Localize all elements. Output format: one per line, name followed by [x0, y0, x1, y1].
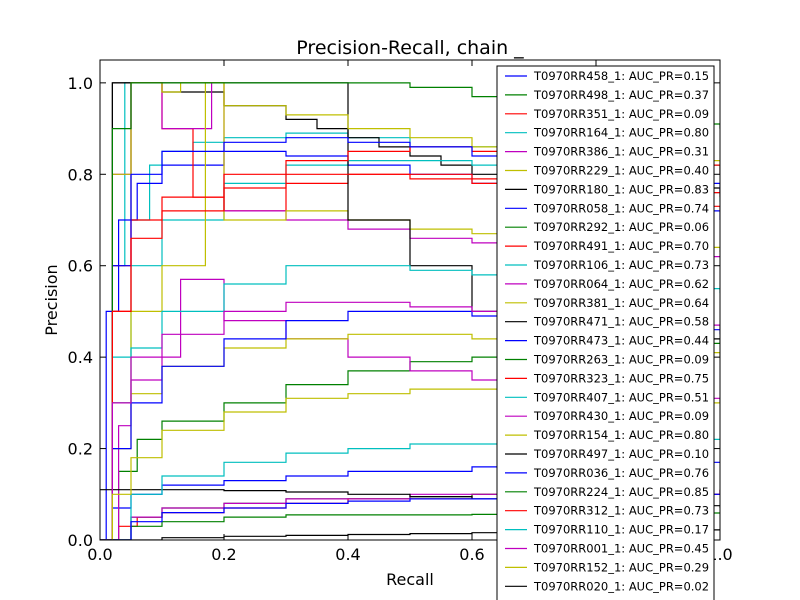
legend-entry-12: T0970RR381_1: AUC_PR=0.64 — [533, 296, 709, 310]
legend-entry-8: T0970RR292_1: AUC_PR=0.06 — [533, 220, 709, 234]
legend-entry-4: T0970RR386_1: AUC_PR=0.31 — [533, 145, 709, 159]
legend-entry-9: T0970RR491_1: AUC_PR=0.70 — [533, 239, 709, 253]
legend-entry-0: T0970RR458_1: AUC_PR=0.15 — [533, 69, 709, 83]
x-tick-label-3: 0.6 — [459, 545, 484, 564]
y-tick-label-0: 0.0 — [68, 531, 93, 550]
axes-frame — [99, 59, 721, 541]
x-tick-label-0: 0.0 — [87, 545, 112, 564]
y-tick-label-2: 0.4 — [68, 348, 93, 367]
legend-box — [496, 65, 715, 600]
legend-entry-20: T0970RR497_1: AUC_PR=0.10 — [533, 447, 709, 461]
legend-entry-16: T0970RR323_1: AUC_PR=0.75 — [533, 371, 709, 385]
legend-entry-19: T0970RR154_1: AUC_PR=0.80 — [533, 428, 709, 442]
legend-entry-6: T0970RR180_1: AUC_PR=0.83 — [533, 182, 709, 196]
legend-entry-7: T0970RR058_1: AUC_PR=0.74 — [533, 201, 709, 215]
y-tick-label-5: 1.0 — [68, 74, 93, 93]
legend-entry-14: T0970RR473_1: AUC_PR=0.44 — [533, 334, 709, 348]
legend-entry-5: T0970RR229_1: AUC_PR=0.40 — [533, 164, 709, 178]
legend-entry-23: T0970RR312_1: AUC_PR=0.73 — [533, 504, 709, 518]
legend-entry-10: T0970RR106_1: AUC_PR=0.73 — [533, 258, 709, 272]
legend-entry-2: T0970RR351_1: AUC_PR=0.09 — [533, 107, 709, 121]
legend-entry-25: T0970RR001_1: AUC_PR=0.45 — [533, 542, 709, 556]
legend-entry-17: T0970RR407_1: AUC_PR=0.51 — [533, 390, 709, 404]
legend-entry-3: T0970RR164_1: AUC_PR=0.80 — [533, 126, 709, 140]
y-tick-label-3: 0.6 — [68, 257, 93, 276]
legend-entry-13: T0970RR471_1: AUC_PR=0.58 — [533, 315, 709, 329]
legend-entry-18: T0970RR430_1: AUC_PR=0.09 — [533, 409, 709, 423]
x-axis-label: Recall — [386, 570, 434, 589]
legend-entry-11: T0970RR064_1: AUC_PR=0.62 — [533, 277, 709, 291]
x-tick-label-2: 0.4 — [335, 545, 360, 564]
legend-entry-15: T0970RR263_1: AUC_PR=0.09 — [533, 353, 709, 367]
legend-entry-26: T0970RR152_1: AUC_PR=0.29 — [533, 560, 709, 574]
legend-entry-21: T0970RR036_1: AUC_PR=0.76 — [533, 466, 709, 480]
legend-entry-27: T0970RR020_1: AUC_PR=0.02 — [533, 579, 709, 593]
legend-entry-24: T0970RR110_1: AUC_PR=0.17 — [533, 523, 709, 537]
legend-entry-1: T0970RR498_1: AUC_PR=0.37 — [533, 88, 709, 102]
chart-title: Precision-Recall, chain _ — [296, 37, 524, 59]
x-tick-label-1: 0.2 — [211, 545, 236, 564]
y-tick-label-4: 0.8 — [68, 165, 93, 184]
y-tick-label-1: 0.2 — [68, 440, 93, 459]
legend-entry-28: T0970RR001_1: AUC_PR=0.09 — [533, 598, 709, 600]
y-axis-label: Precision — [42, 264, 61, 335]
legend: T0970RR458_1: AUC_PR=0.15 T0970RR498_1: A… — [496, 65, 715, 600]
legend-entry-22: T0970RR224_1: AUC_PR=0.85 — [533, 485, 709, 499]
